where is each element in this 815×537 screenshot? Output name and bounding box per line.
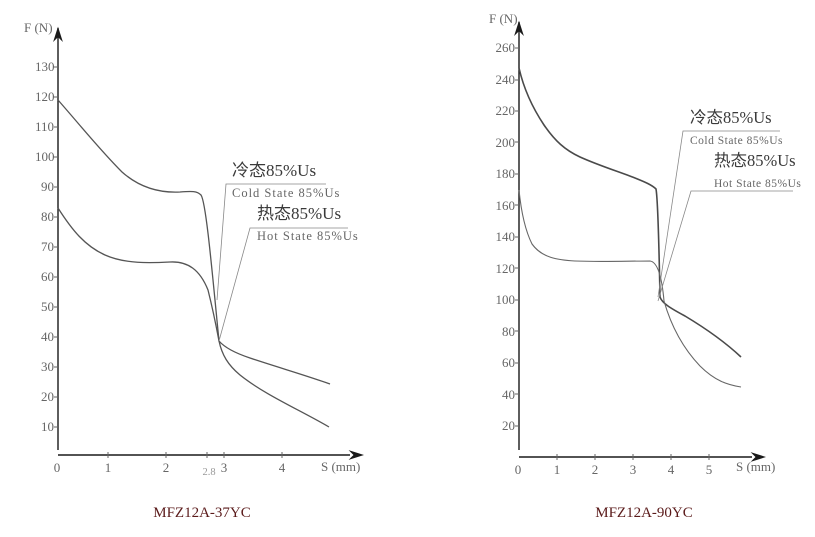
svg-text:Hot State 85%Us: Hot State 85%Us [257,229,359,243]
svg-text:4: 4 [668,462,675,477]
svg-text:1: 1 [105,460,112,475]
svg-text:3: 3 [221,460,228,475]
svg-text:60: 60 [41,269,54,284]
svg-text:冷态85%Us: 冷态85%Us [232,161,316,180]
svg-text:120: 120 [496,261,516,276]
svg-text:60: 60 [502,355,515,370]
svg-text:1: 1 [554,462,561,477]
svg-text:50: 50 [41,299,54,314]
svg-text:4: 4 [279,460,286,475]
svg-text:100: 100 [35,149,55,164]
svg-text:F (N): F (N) [489,11,518,26]
svg-text:30: 30 [41,359,54,374]
svg-text:热态85%Us: 热态85%Us [257,204,341,223]
svg-text:2.8: 2.8 [202,467,215,478]
svg-text:80: 80 [41,209,54,224]
svg-text:100: 100 [496,292,516,307]
svg-text:10: 10 [41,419,54,434]
svg-text:80: 80 [502,324,515,339]
svg-text:2: 2 [592,462,599,477]
svg-text:200: 200 [496,135,516,150]
svg-text:MFZ12A-90YC: MFZ12A-90YC [595,505,693,521]
svg-text:0: 0 [54,460,61,475]
svg-text:Cold State 85%Us: Cold State 85%Us [690,135,783,147]
svg-text:40: 40 [502,387,515,402]
svg-text:S (mm): S (mm) [736,459,775,474]
svg-text:0: 0 [515,462,522,477]
svg-text:120: 120 [35,89,55,104]
svg-text:260: 260 [496,40,516,55]
svg-text:40: 40 [41,329,54,344]
svg-text:160: 160 [496,198,516,213]
svg-text:180: 180 [496,166,516,181]
svg-text:热态85%Us: 热态85%Us [714,151,796,170]
svg-text:MFZ12A-37YC: MFZ12A-37YC [153,505,251,521]
svg-text:70: 70 [41,239,54,254]
svg-text:110: 110 [35,119,54,134]
svg-text:Cold State 85%Us: Cold State 85%Us [232,186,340,200]
svg-text:冷态85%Us: 冷态85%Us [690,108,772,127]
svg-text:Hot State 85%Us: Hot State 85%Us [714,178,801,190]
svg-text:2: 2 [163,460,170,475]
svg-text:130: 130 [35,59,55,74]
svg-text:90: 90 [41,179,54,194]
svg-text:220: 220 [496,103,516,118]
svg-text:S (mm): S (mm) [321,459,360,474]
svg-text:140: 140 [496,229,516,244]
svg-text:F (N): F (N) [24,20,53,35]
svg-text:20: 20 [41,389,54,404]
svg-text:240: 240 [496,72,516,87]
svg-text:20: 20 [502,418,515,433]
svg-text:3: 3 [630,462,637,477]
svg-text:5: 5 [706,462,713,477]
